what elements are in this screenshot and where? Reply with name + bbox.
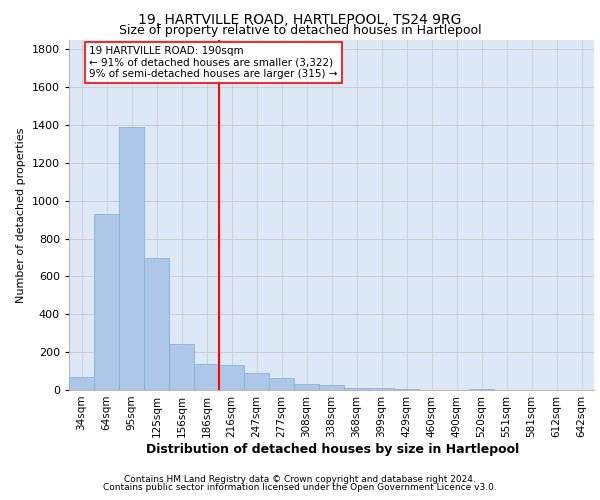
Bar [469, 389, 494, 390]
Text: Distribution of detached houses by size in Hartlepool: Distribution of detached houses by size … [146, 442, 520, 456]
Bar [219, 366, 244, 390]
Text: Contains HM Land Registry data © Crown copyright and database right 2024.: Contains HM Land Registry data © Crown c… [124, 475, 476, 484]
Bar [269, 378, 294, 390]
Bar [394, 389, 419, 390]
Bar [344, 388, 369, 390]
Bar [94, 214, 119, 390]
Text: 19, HARTVILLE ROAD, HARTLEPOOL, TS24 9RG: 19, HARTVILLE ROAD, HARTLEPOOL, TS24 9RG [139, 12, 461, 26]
Bar [244, 373, 269, 390]
Bar [144, 258, 169, 390]
Text: 19 HARTVILLE ROAD: 190sqm
← 91% of detached houses are smaller (3,322)
9% of sem: 19 HARTVILLE ROAD: 190sqm ← 91% of detac… [89, 46, 337, 79]
Bar [169, 344, 194, 390]
Bar [294, 384, 319, 390]
Bar [69, 377, 94, 390]
Bar [369, 388, 394, 390]
Bar [194, 364, 219, 390]
Text: Contains public sector information licensed under the Open Government Licence v3: Contains public sector information licen… [103, 483, 497, 492]
Bar [319, 386, 344, 390]
Y-axis label: Number of detached properties: Number of detached properties [16, 128, 26, 302]
Bar [119, 127, 144, 390]
Text: Size of property relative to detached houses in Hartlepool: Size of property relative to detached ho… [119, 24, 481, 37]
